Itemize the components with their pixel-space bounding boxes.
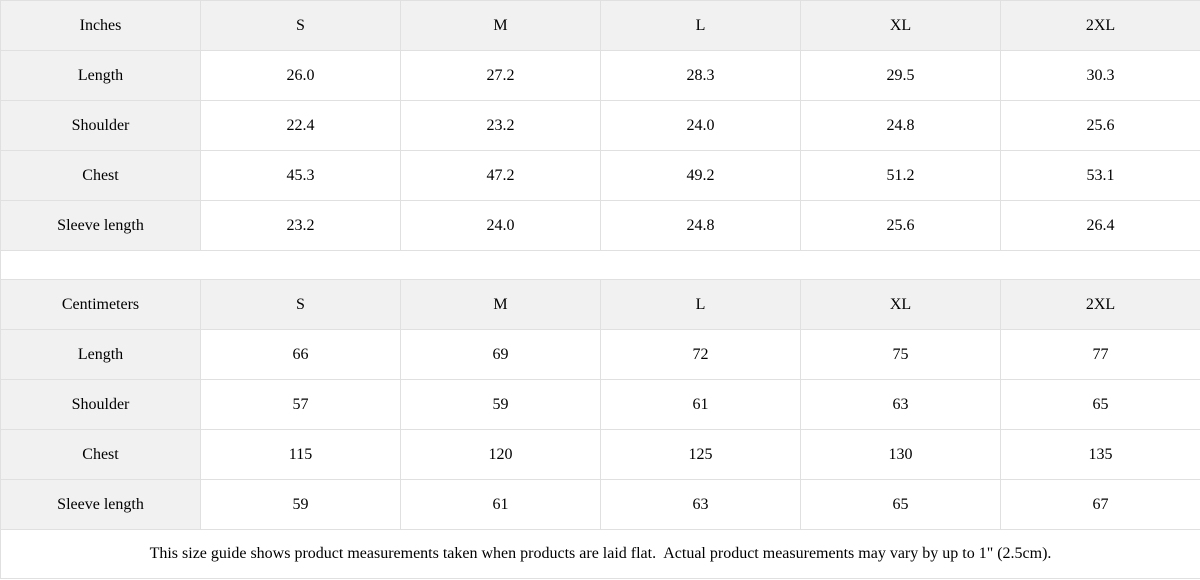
measurement-value: 59 — [200, 479, 401, 530]
measurement-value: 24.8 — [600, 200, 801, 251]
unit-header-centimeters: Centimeters — [0, 279, 201, 330]
measurement-value: 130 — [800, 429, 1001, 480]
measurement-value: 63 — [600, 479, 801, 530]
measurement-value: 26.0 — [200, 50, 401, 101]
measurement-value: 45.3 — [200, 150, 401, 201]
measurement-value: 25.6 — [1000, 100, 1200, 151]
footer-row: This size guide shows product measuremen… — [0, 529, 1200, 579]
measurement-value: 61 — [400, 479, 601, 530]
table-row: Shoulder 57 59 61 63 65 — [0, 379, 1200, 430]
centimeters-header-row: Centimeters S M L XL 2XL — [0, 279, 1200, 330]
size-header-s: S — [200, 279, 401, 330]
measurement-label: Sleeve length — [0, 200, 201, 251]
table-row: Shoulder 22.4 23.2 24.0 24.8 25.6 — [0, 100, 1200, 151]
measurement-value: 24.0 — [400, 200, 601, 251]
measurement-value: 57 — [200, 379, 401, 430]
measurement-value: 115 — [200, 429, 401, 480]
measurement-value: 29.5 — [800, 50, 1001, 101]
inches-header-row: Inches S M L XL 2XL — [0, 0, 1200, 51]
measurement-value: 120 — [400, 429, 601, 480]
unit-header-inches: Inches — [0, 0, 201, 51]
measurement-label: Chest — [0, 429, 201, 480]
measurement-value: 59 — [400, 379, 601, 430]
measurement-label: Shoulder — [0, 379, 201, 430]
size-header-xl: XL — [800, 0, 1001, 51]
measurement-value: 66 — [200, 329, 401, 380]
measurement-value: 23.2 — [400, 100, 601, 151]
measurement-label: Sleeve length — [0, 479, 201, 530]
spacer-cell — [0, 250, 1200, 280]
size-header-2xl: 2XL — [1000, 279, 1200, 330]
measurement-value: 30.3 — [1000, 50, 1200, 101]
measurement-value: 65 — [800, 479, 1001, 530]
size-header-s: S — [200, 0, 401, 51]
measurement-value: 49.2 — [600, 150, 801, 201]
measurement-value: 61 — [600, 379, 801, 430]
measurement-label: Chest — [0, 150, 201, 201]
measurement-value: 72 — [600, 329, 801, 380]
measurement-value: 23.2 — [200, 200, 401, 251]
measurement-value: 28.3 — [600, 50, 801, 101]
measurement-label: Length — [0, 329, 201, 380]
measurement-value: 77 — [1000, 329, 1200, 380]
table-spacer — [0, 250, 1200, 280]
measurement-value: 25.6 — [800, 200, 1001, 251]
size-header-m: M — [400, 279, 601, 330]
measurement-value: 22.4 — [200, 100, 401, 151]
table-row: Chest 45.3 47.2 49.2 51.2 53.1 — [0, 150, 1200, 201]
measurement-value: 125 — [600, 429, 801, 480]
size-header-xl: XL — [800, 279, 1001, 330]
measurement-value: 63 — [800, 379, 1001, 430]
measurement-value: 135 — [1000, 429, 1200, 480]
size-header-m: M — [400, 0, 601, 51]
measurement-value: 75 — [800, 329, 1001, 380]
measurement-value: 67 — [1000, 479, 1200, 530]
measurement-value: 27.2 — [400, 50, 601, 101]
measurement-value: 24.0 — [600, 100, 801, 151]
size-header-2xl: 2XL — [1000, 0, 1200, 51]
table-row: Chest 115 120 125 130 135 — [0, 429, 1200, 480]
measurement-value: 65 — [1000, 379, 1200, 430]
measurement-value: 53.1 — [1000, 150, 1200, 201]
measurement-label: Length — [0, 50, 201, 101]
measurement-label: Shoulder — [0, 100, 201, 151]
measurement-value: 24.8 — [800, 100, 1001, 151]
table-row: Length 26.0 27.2 28.3 29.5 30.3 — [0, 50, 1200, 101]
table-row: Sleeve length 23.2 24.0 24.8 25.6 26.4 — [0, 200, 1200, 251]
table-row: Length 66 69 72 75 77 — [0, 329, 1200, 380]
size-header-l: L — [600, 279, 801, 330]
measurement-value: 47.2 — [400, 150, 601, 201]
table-row: Sleeve length 59 61 63 65 67 — [0, 479, 1200, 530]
size-header-l: L — [600, 0, 801, 51]
size-guide-note: This size guide shows product measuremen… — [0, 529, 1200, 579]
measurement-value: 69 — [400, 329, 601, 380]
measurement-value: 26.4 — [1000, 200, 1200, 251]
measurement-value: 51.2 — [800, 150, 1001, 201]
